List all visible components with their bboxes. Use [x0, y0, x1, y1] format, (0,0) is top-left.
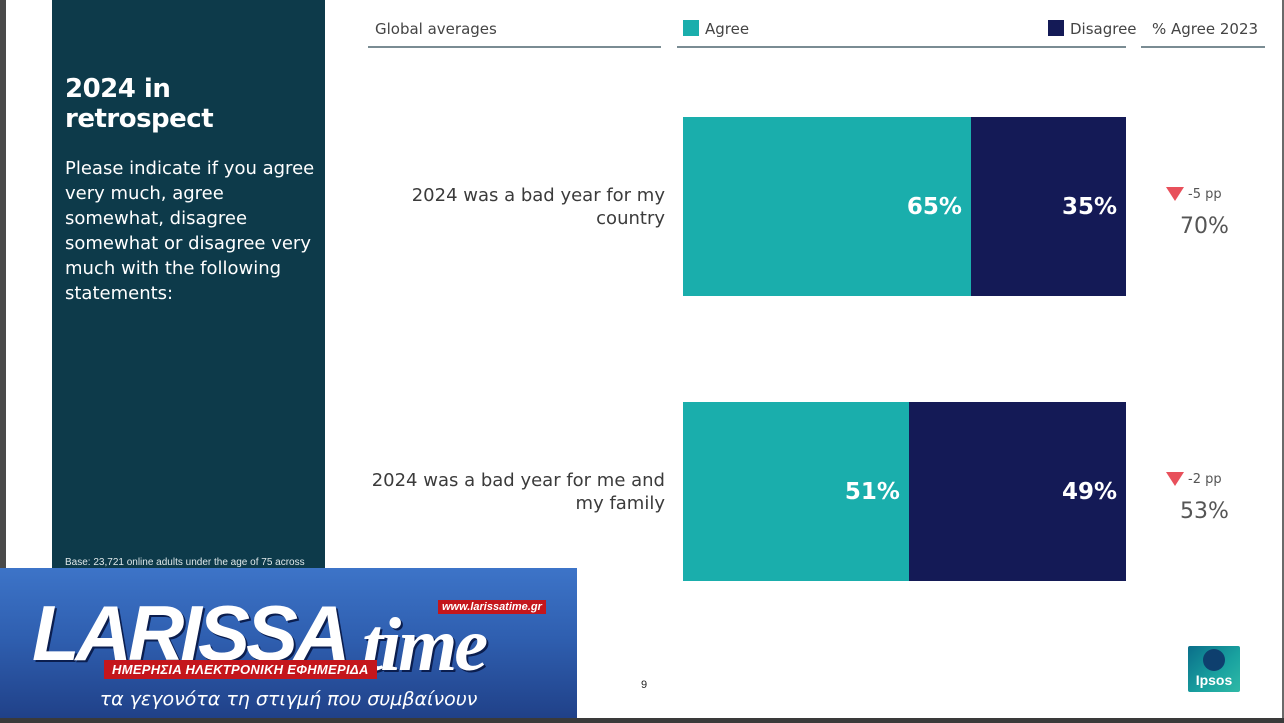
panel-question: Please indicate if you agree very much, … — [65, 158, 315, 304]
ipsos-logo-mark — [1203, 649, 1225, 671]
down-arrow-icon — [1166, 472, 1184, 486]
down-arrow-icon — [1166, 187, 1184, 201]
bar-disagree — [970, 117, 1126, 296]
change-vs-2023: -5 pp — [1188, 187, 1222, 202]
legend-disagree-label: Disagree — [1070, 20, 1137, 38]
bar-value-label: 35% — [1061, 193, 1117, 220]
page-edge-bottom — [0, 718, 1284, 723]
bar-value-label: 49% — [1061, 478, 1117, 505]
larissatime-banner[interactable]: LARISSA time www.larissatime.gr ΗΜΕΡΗΣΙΑ… — [0, 568, 577, 723]
header-divider — [368, 46, 661, 48]
agree-2023-value: 70% — [1180, 214, 1229, 239]
page-edge-right — [1282, 0, 1284, 723]
ipsos-logo-text: Ipsos — [1195, 672, 1233, 688]
banner-brand-time: time — [362, 603, 488, 687]
legend-disagree-swatch — [1048, 20, 1064, 36]
panel-title: 2024 in retrospect — [65, 74, 214, 134]
legend-agree-swatch — [683, 20, 699, 36]
category-label: 2024 was a bad year for me and my family — [371, 469, 665, 514]
bar-agree — [683, 402, 909, 581]
banner-tagline: τα γεγονότα τη στιγμή που συμβαίνουν — [99, 688, 478, 710]
header-global-averages: Global averages — [375, 20, 497, 38]
bar-agree — [683, 117, 971, 296]
bar-value-label: 51% — [844, 478, 900, 505]
bar-value-label: 65% — [906, 193, 962, 220]
bar-disagree — [908, 402, 1126, 581]
header-prev-year: % Agree 2023 — [1152, 20, 1259, 38]
ipsos-logo: Ipsos — [1188, 646, 1240, 692]
page-edge-left — [0, 0, 6, 723]
banner-strap: ΗΜΕΡΗΣΙΑ ΗΛΕΚΤΡΟΝΙΚΗ ΕΦΗΜΕΡΙΔΑ — [104, 660, 377, 679]
legend-agree-label: Agree — [705, 20, 750, 38]
header-divider — [677, 46, 1126, 48]
banner-url[interactable]: www.larissatime.gr — [438, 600, 546, 614]
change-vs-2023: -2 pp — [1188, 472, 1222, 487]
header-divider — [1141, 46, 1265, 48]
base-note: Base: 23,721 online adults under the age… — [65, 557, 305, 568]
agree-2023-value: 53% — [1180, 499, 1229, 524]
side-panel: 2024 in retrospect Please indicate if yo… — [52, 0, 325, 580]
category-label: 2024 was a bad year for my country — [411, 184, 665, 229]
page-number: 9 — [641, 679, 648, 691]
